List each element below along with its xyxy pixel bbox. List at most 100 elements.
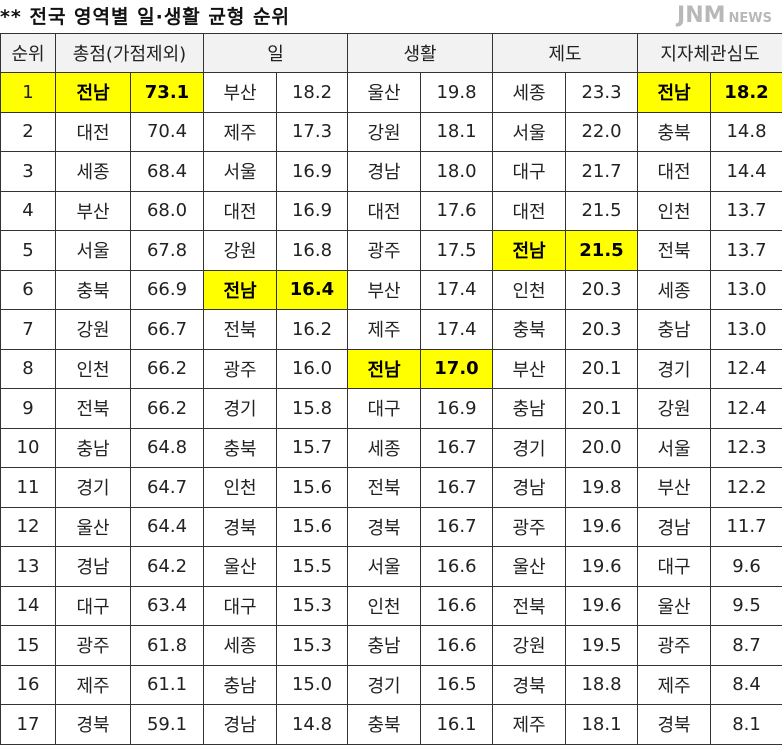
work-score-cell: 16.0 [277,349,348,389]
work-score-cell: 16.2 [277,310,348,350]
work-score-cell: 16.9 [277,152,348,192]
life-region-cell: 경북 [348,507,421,547]
system-score-cell: 20.3 [566,270,638,310]
total-region-cell: 세종 [56,152,131,192]
work-score-cell: 15.0 [277,665,348,705]
life-score-cell: 16.6 [421,586,493,626]
life-region-cell: 경기 [348,665,421,705]
system-score-cell: 21.5 [566,231,638,271]
life-score-cell: 17.6 [421,191,493,231]
work-region-cell: 경북 [204,507,277,547]
system-region-cell: 전북 [493,586,566,626]
local-region-cell: 충남 [638,310,711,350]
total-region-cell: 광주 [56,626,131,666]
work-region-cell: 충북 [204,428,277,468]
system-score-cell: 20.1 [566,389,638,429]
total-score-cell: 68.0 [131,191,204,231]
total-region-cell: 강원 [56,310,131,350]
local-region-cell: 부산 [638,468,711,508]
local-region-cell: 광주 [638,626,711,666]
system-score-cell: 19.6 [566,547,638,587]
work-region-cell: 전북 [204,310,277,350]
life-score-cell: 16.6 [421,547,493,587]
rank-cell: 13 [1,547,56,587]
work-score-cell: 15.7 [277,428,348,468]
local-score-cell: 9.6 [711,547,782,587]
work-region-cell: 제주 [204,112,277,152]
system-score-cell: 20.1 [566,349,638,389]
work-region-cell: 충남 [204,665,277,705]
life-region-cell: 세종 [348,428,421,468]
total-score-cell: 64.4 [131,507,204,547]
local-region-cell: 인천 [638,191,711,231]
rank-cell: 2 [1,112,56,152]
system-region-cell: 울산 [493,547,566,587]
header-row: 순위 총점(가점제외) 일 생활 제도 지자체관심도 [1,34,782,73]
total-score-cell: 61.8 [131,626,204,666]
work-score-cell: 16.4 [277,270,348,310]
local-score-cell: 12.4 [711,349,782,389]
rank-cell: 8 [1,349,56,389]
total-score-cell: 66.2 [131,389,204,429]
work-region-cell: 서울 [204,152,277,192]
life-score-cell: 17.5 [421,231,493,271]
header-work: 일 [204,34,348,73]
system-score-cell: 19.6 [566,586,638,626]
rank-cell: 12 [1,507,56,547]
local-score-cell: 13.0 [711,310,782,350]
local-score-cell: 8.1 [711,705,782,745]
local-score-cell: 18.2 [711,73,782,113]
header-total: 총점(가점제외) [56,34,204,73]
local-score-cell: 8.7 [711,626,782,666]
system-region-cell: 제주 [493,705,566,745]
total-score-cell: 64.8 [131,428,204,468]
life-region-cell: 대전 [348,191,421,231]
system-region-cell: 충북 [493,310,566,350]
rank-cell: 9 [1,389,56,429]
life-score-cell: 17.0 [421,349,493,389]
total-score-cell: 73.1 [131,73,204,113]
system-score-cell: 22.0 [566,112,638,152]
system-region-cell: 대구 [493,152,566,192]
rank-cell: 1 [1,73,56,113]
life-region-cell: 광주 [348,231,421,271]
life-region-cell: 강원 [348,112,421,152]
rank-cell: 14 [1,586,56,626]
total-score-cell: 68.4 [131,152,204,192]
system-score-cell: 19.8 [566,468,638,508]
system-score-cell: 18.1 [566,705,638,745]
work-region-cell: 전남 [204,270,277,310]
life-score-cell: 16.9 [421,389,493,429]
local-score-cell: 14.8 [711,112,782,152]
work-region-cell: 광주 [204,349,277,389]
life-score-cell: 18.1 [421,112,493,152]
system-score-cell: 20.3 [566,310,638,350]
local-region-cell: 대전 [638,152,711,192]
local-region-cell: 전북 [638,231,711,271]
system-region-cell: 부산 [493,349,566,389]
local-region-cell: 충북 [638,112,711,152]
total-score-cell: 64.7 [131,468,204,508]
system-score-cell: 18.8 [566,665,638,705]
work-region-cell: 울산 [204,547,277,587]
local-score-cell: 12.4 [711,389,782,429]
local-region-cell: 전남 [638,73,711,113]
life-score-cell: 16.1 [421,705,493,745]
work-region-cell: 세종 [204,626,277,666]
local-score-cell: 9.5 [711,586,782,626]
system-region-cell: 충남 [493,389,566,429]
